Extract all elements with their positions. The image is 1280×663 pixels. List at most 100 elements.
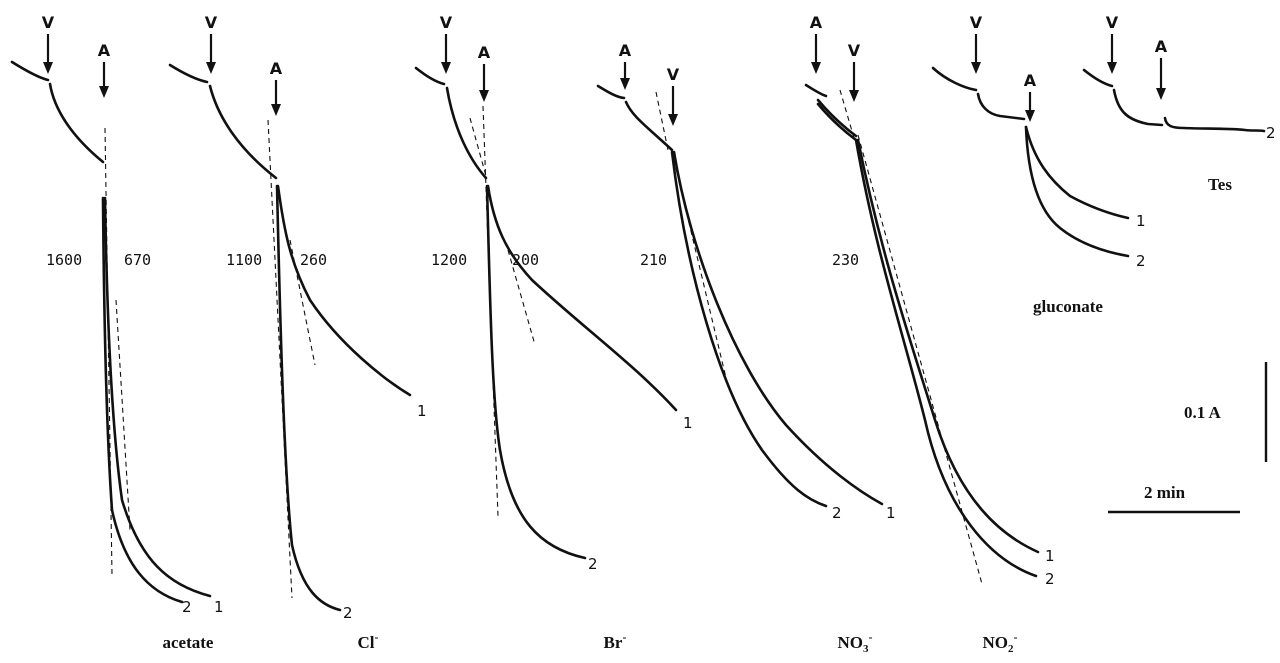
dash-bromide-secondary: [507, 249, 536, 346]
curve-number-chloride-1: 1: [417, 402, 427, 420]
dash-bromide-pre-slope: [469, 117, 487, 177]
dash-chloride-initial: [267, 119, 293, 599]
trace-bromide-post-v: [445, 86, 488, 180]
arrow-nitrate-a: A: [619, 41, 632, 90]
rate-bromide-1: 1200: [431, 251, 467, 269]
marker-letter: V: [205, 13, 218, 32]
trace-bromide-pre: [414, 66, 446, 86]
marker-letter: V: [440, 13, 453, 32]
trace-bromide-curve-1: [486, 184, 678, 412]
panel-label-tes: Tes: [1208, 175, 1232, 194]
curve-number-bromide-2: 2: [588, 555, 598, 573]
panel-label-acetate: acetate: [163, 633, 214, 652]
marker-letter: A: [270, 59, 283, 78]
panel-acetate: V A 1600 670 2 1 acetate: [10, 13, 224, 652]
arrow-gluconate-v: V: [970, 13, 983, 74]
marker-letter: V: [667, 65, 680, 84]
trace-chloride-pre: [168, 63, 209, 84]
rate-nitrite: 230: [832, 251, 859, 269]
dash-nitrate-initial: [673, 159, 728, 383]
arrow-nitrite-a: A: [810, 13, 823, 74]
trace-nitrate-curve-1: [672, 150, 884, 506]
trace-nitrite-post-a-1: [816, 98, 858, 138]
dash-chloride-secondary: [289, 239, 316, 366]
arrow-tes-v: V: [1106, 13, 1119, 74]
trace-chloride-curve-1: [276, 184, 412, 397]
dash-nitrite-initial: [857, 134, 983, 585]
panel-gluconate: V A 1 2 gluconate: [931, 13, 1146, 316]
trace-gluconate-post-v: [976, 92, 1026, 121]
trace-chloride-curve-2: [275, 184, 342, 612]
arrow-acetate-a: A: [98, 41, 111, 98]
arrow-bromide-v: V: [440, 13, 453, 74]
marker-letter: V: [42, 13, 55, 32]
panel-label-chloride: Cl-: [358, 630, 379, 652]
curve-number-gluconate-2: 2: [1136, 252, 1146, 270]
dash-acetate-secondary: [115, 299, 131, 531]
curve-number-tes-2: 2: [1266, 124, 1276, 142]
panel-chloride: V A 1100 260 1 2 Cl-: [168, 13, 427, 652]
arrow-chloride-a: A: [270, 59, 283, 116]
trace-nitrate-pre: [596, 84, 626, 100]
dash-acetate-initial: [104, 127, 113, 576]
time-scale-label: 2 min: [1144, 483, 1186, 502]
arrow-nitrate-v: V: [667, 65, 680, 126]
marker-letter: V: [848, 41, 861, 60]
trace-gluconate-curve-2: [1024, 125, 1130, 258]
marker-letter: A: [478, 43, 491, 62]
trace-nitrate-curve-2: [670, 150, 828, 508]
trace-nitrite-post-a-2: [816, 102, 858, 142]
panel-bromide: V A 1200 200 1 2 Br-: [414, 13, 693, 652]
arrow-nitrite-v: V: [848, 41, 861, 102]
trace-nitrite-pre: [804, 83, 828, 98]
arrow-bromide-a: A: [478, 43, 491, 102]
panel-label-nitrate: NO3-: [838, 630, 873, 655]
marker-letter: V: [1106, 13, 1119, 32]
marker-letter: A: [1155, 37, 1168, 56]
trace-bromide-curve-2: [485, 184, 587, 560]
marker-letter: A: [619, 41, 632, 60]
marker-letter: A: [1024, 71, 1037, 90]
trace-acetate-curve-1: [103, 196, 212, 598]
curve-number-acetate-2: 2: [182, 598, 192, 616]
panel-label-nitrite: NO2-: [983, 630, 1018, 655]
curve-number-bromide-1: 1: [683, 414, 693, 432]
trace-tes-pre: [1082, 68, 1114, 88]
panel-nitrate: A V 210 2 1 NO3-: [596, 41, 896, 655]
trace-acetate-post-v: [48, 82, 105, 164]
panel-label-gluconate: gluconate: [1033, 297, 1103, 316]
arrow-tes-a: A: [1155, 37, 1168, 100]
arrow-gluconate-a: A: [1024, 71, 1037, 122]
rate-acetate-1: 1600: [46, 251, 82, 269]
rate-acetate-2: 670: [124, 251, 151, 269]
rate-nitrate: 210: [640, 251, 667, 269]
trace-acetate-pre: [10, 60, 50, 82]
trace-nitrate-post-a: [624, 100, 674, 152]
curve-number-nitrate-1: 1: [886, 504, 896, 522]
dash-nitrate-pre-slope: [655, 91, 669, 151]
panel-label-bromide: Br-: [604, 630, 627, 652]
arrow-chloride-v: V: [205, 13, 218, 74]
trace-tes-post-v: [1112, 88, 1164, 127]
marker-letter: A: [810, 13, 823, 32]
scale-bars: 0.1 A 2 min: [1108, 362, 1268, 514]
rate-chloride-1: 1100: [226, 251, 262, 269]
trace-chloride-post-v: [208, 84, 278, 180]
rate-chloride-2: 260: [300, 251, 327, 269]
curve-number-gluconate-1: 1: [1136, 212, 1146, 230]
absorbance-scale-label: 0.1 A: [1184, 403, 1222, 422]
trace-acetate-curve-2: [101, 196, 184, 604]
marker-letter: V: [970, 13, 983, 32]
panel-nitrite: A V 230 1 2 NO2-: [804, 13, 1055, 655]
curve-number-nitrite-1: 1: [1045, 547, 1055, 565]
arrow-acetate-v: V: [42, 13, 55, 74]
trace-tes-post-a: [1163, 116, 1266, 133]
panel-tes: V A 2 Tes: [1082, 13, 1276, 194]
trace-nitrite-curve-2: [854, 138, 1038, 578]
curve-number-chloride-2: 2: [343, 604, 353, 622]
trace-nitrite-curve-1: [856, 138, 1040, 554]
trace-gluconate-pre: [931, 66, 978, 92]
trace-gluconate-curve-1: [1024, 125, 1130, 220]
marker-letter: A: [98, 41, 111, 60]
